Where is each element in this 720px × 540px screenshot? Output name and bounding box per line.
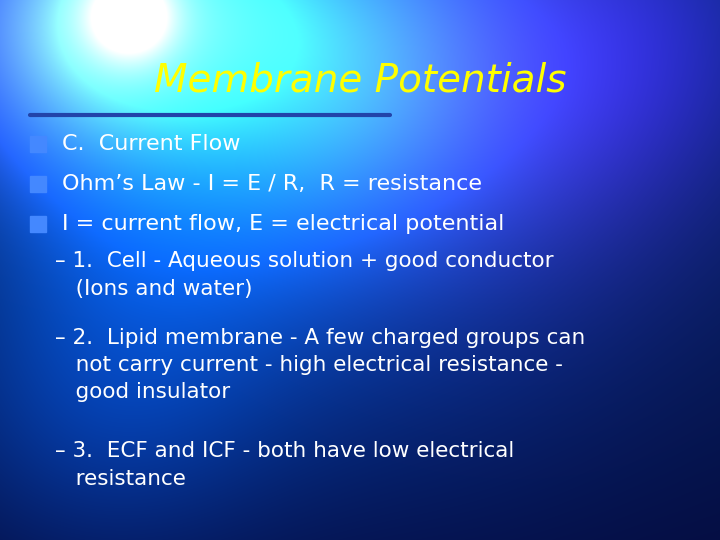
Text: Membrane Potentials: Membrane Potentials: [154, 61, 566, 99]
Text: Ohm’s Law - I = E / R,  R = resistance: Ohm’s Law - I = E / R, R = resistance: [62, 174, 482, 194]
Bar: [30, 216, 46, 232]
Text: C.  Current Flow: C. Current Flow: [62, 134, 240, 154]
Bar: [30, 176, 46, 192]
Bar: [30, 136, 46, 152]
Text: – 1.  Cell - Aqueous solution + good conductor
   (Ions and water): – 1. Cell - Aqueous solution + good cond…: [55, 252, 554, 299]
Text: I = current flow, E = electrical potential: I = current flow, E = electrical potenti…: [62, 214, 505, 234]
Text: – 3.  ECF and ICF - both have low electrical
   resistance: – 3. ECF and ICF - both have low electri…: [55, 441, 514, 489]
Text: – 2.  Lipid membrane - A few charged groups can
   not carry current - high elec: – 2. Lipid membrane - A few charged grou…: [55, 328, 585, 402]
